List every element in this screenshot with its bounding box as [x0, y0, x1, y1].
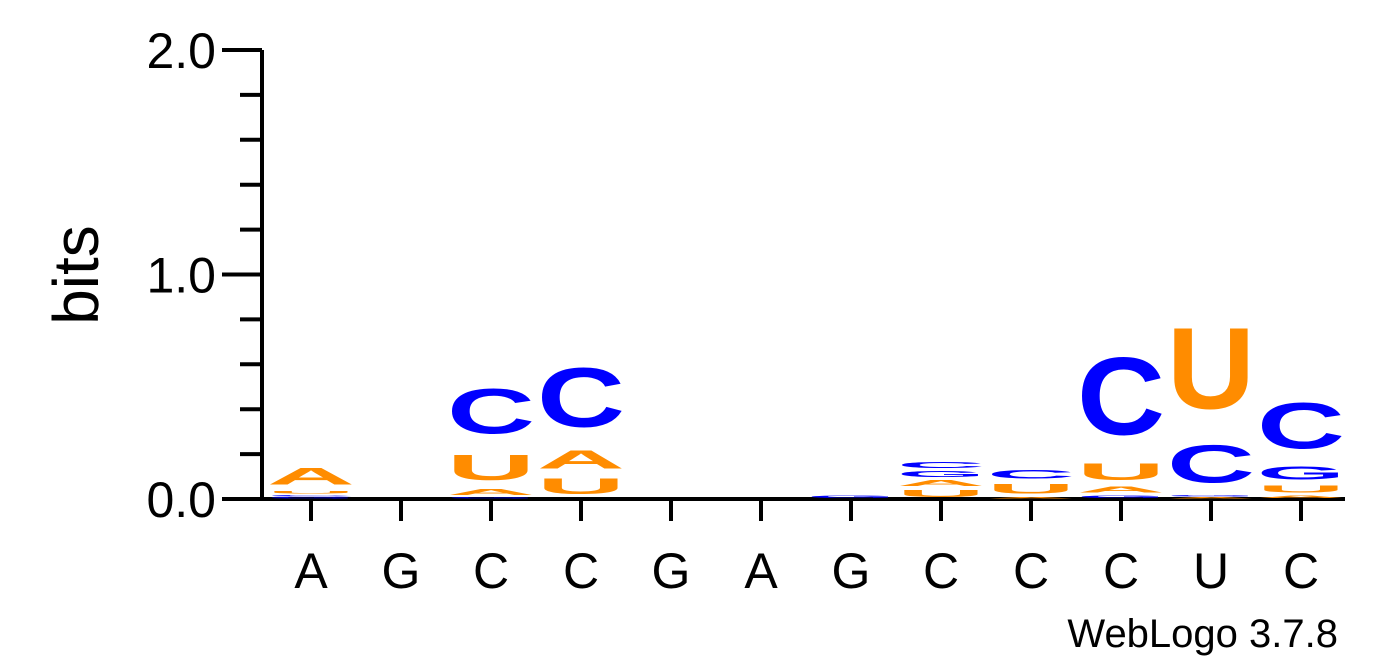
- logo-letter-g: G: [267, 497, 355, 499]
- x-tick-label: C: [1283, 543, 1319, 599]
- logo-letter-a: A: [1167, 497, 1255, 499]
- x-tick-label: A: [294, 543, 328, 599]
- logo-letter-a: A: [537, 445, 625, 474]
- y-axis-title: bits: [40, 225, 112, 325]
- logo-letter-g: G: [1257, 463, 1345, 483]
- logo-letter-c: C: [1167, 434, 1255, 494]
- logo-letter-a: A: [447, 488, 535, 497]
- logo-letter-u: U: [897, 488, 985, 499]
- weblogo-credit: WebLogo 3.7.8: [1067, 612, 1338, 656]
- logo-letter-g: G: [1167, 495, 1255, 497]
- logo-letter-a: A: [987, 497, 1075, 499]
- logo-letter-u: U: [987, 481, 1075, 497]
- x-tick-label: C: [923, 543, 959, 599]
- x-tick-label: G: [382, 543, 421, 599]
- logo-letter-c: C: [537, 351, 625, 445]
- x-tick-label: C: [563, 543, 599, 599]
- logo-letter-c: C: [897, 461, 985, 470]
- logo-letter-c: C: [267, 495, 355, 497]
- y-tick-label: 0.0: [146, 472, 216, 528]
- logo-letter-c: C: [447, 375, 535, 447]
- y-axis: 0.0 1.0 2.0: [146, 23, 264, 528]
- x-tick-label: G: [652, 543, 691, 599]
- x-tick-label: U: [1193, 543, 1229, 599]
- logo-letter-g: G: [807, 495, 895, 499]
- logo-letter-a: A: [897, 479, 985, 488]
- y-tick-label: 2.0: [146, 23, 216, 79]
- x-tick-label: A: [744, 543, 778, 599]
- logo-letter-a: A: [1077, 486, 1165, 495]
- logo-letter-c: C: [987, 468, 1075, 481]
- logo-letter-u: U: [447, 448, 535, 488]
- x-tick-label: C: [1013, 543, 1049, 599]
- logo-letter-g: G: [447, 497, 535, 499]
- logo-letter-g: G: [897, 470, 985, 479]
- x-tick-label: C: [1103, 543, 1139, 599]
- logo-letter-u: U: [267, 490, 355, 494]
- x-tick-label: C: [473, 543, 509, 599]
- logo-letter-a: A: [267, 463, 355, 490]
- logo-letter-u: U: [1167, 304, 1255, 434]
- logo-letter-c: C: [1257, 388, 1345, 462]
- y-tick-label: 1.0: [146, 248, 216, 304]
- x-tick-label: G: [832, 543, 871, 599]
- logo-letter-c: C: [1077, 335, 1165, 458]
- logo-letter-u: U: [1077, 458, 1165, 485]
- logo-letter-a: A: [1257, 495, 1345, 499]
- logo-letter-g: G: [1077, 495, 1165, 499]
- logo-letter-u: U: [1257, 483, 1345, 494]
- logo-letter-u: U: [537, 474, 625, 499]
